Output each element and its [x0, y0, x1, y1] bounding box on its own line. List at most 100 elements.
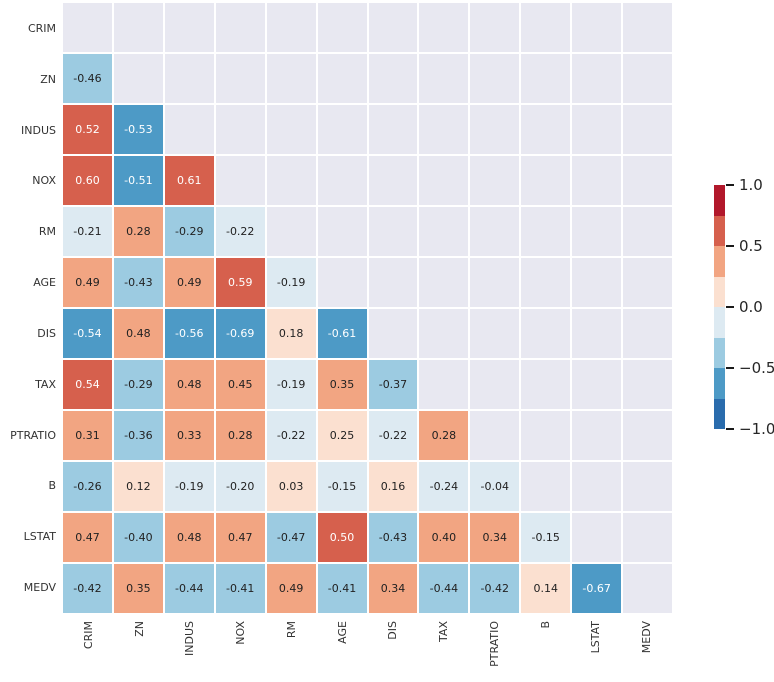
colorbar-segment-7	[714, 398, 725, 429]
masked-cell	[572, 207, 622, 256]
heatmap-cell-tax-nox: 0.45	[215, 360, 265, 409]
heatmap-cell-dis-age: -0.61	[317, 309, 367, 358]
masked-cell	[215, 105, 265, 154]
heatmap-cell-rm-zn: 0.28	[113, 207, 163, 256]
masked-cell	[419, 105, 469, 154]
masked-cell	[266, 105, 316, 154]
y-axis-tick-labels: CRIM ZN INDUS NOX RM AGE DIS TAX PTRATIO B LSTAT ME…	[0, 3, 56, 613]
masked-cell	[470, 54, 520, 103]
masked-cell	[317, 3, 367, 52]
masked-cell	[368, 105, 418, 154]
masked-cell	[113, 54, 163, 103]
masked-cell	[623, 258, 672, 307]
masked-cell	[623, 309, 672, 358]
masked-cell	[623, 105, 672, 154]
colorbar-tick-label: 1.0	[739, 176, 763, 194]
heatmap-cell-ptratio-nox: 0.28	[215, 411, 265, 460]
x-tick-slot: AGE	[317, 621, 368, 681]
heatmap-cell-lstat-b: -0.15	[521, 513, 571, 562]
colorbar-segment-3	[714, 276, 725, 307]
masked-cell	[521, 3, 571, 52]
masked-cell	[521, 360, 571, 409]
masked-cell	[317, 156, 367, 205]
heatmap-cell-medv-age: -0.41	[317, 564, 367, 613]
colorbar-tick-mark	[726, 184, 734, 186]
y-tick-label-tax: TAX	[35, 377, 56, 391]
masked-cell	[470, 207, 520, 256]
heatmap-cell-b-ptratio: -0.04	[470, 462, 520, 511]
heatmap-cell-age-crim: 0.49	[63, 258, 112, 307]
heatmap-cell-tax-crim: 0.54	[63, 360, 112, 409]
masked-cell	[368, 54, 418, 103]
heatmap-cell-tax-dis: -0.37	[368, 360, 418, 409]
heatmap-cell-ptratio-dis: -0.22	[368, 411, 418, 460]
masked-cell	[521, 156, 571, 205]
masked-cell	[572, 258, 622, 307]
colorbar-tick-label: 0.0	[739, 298, 763, 316]
masked-cell	[164, 54, 214, 103]
colorbar-tick-label: −0.5	[739, 359, 774, 377]
colorbar-tick-label: 0.5	[739, 237, 763, 255]
heatmap-cell-b-age: -0.15	[317, 462, 367, 511]
y-tick-label-indus: INDUS	[21, 123, 56, 137]
masked-cell	[470, 411, 520, 460]
y-tick-label-dis: DIS	[37, 326, 56, 340]
masked-cell	[572, 309, 622, 358]
masked-cell	[368, 309, 418, 358]
x-tick-label-indus: INDUS	[183, 621, 197, 656]
masked-cell	[266, 3, 316, 52]
masked-cell	[623, 156, 672, 205]
masked-cell	[572, 3, 622, 52]
masked-cell	[572, 513, 622, 562]
masked-cell	[470, 258, 520, 307]
masked-cell	[521, 54, 571, 103]
heatmap-cell-rm-nox: -0.22	[215, 207, 265, 256]
heatmap-cell-lstat-nox: 0.47	[215, 513, 265, 562]
x-tick-label-rm: RM	[284, 621, 298, 639]
y-tick-label-nox: NOX	[32, 174, 56, 188]
x-tick-slot: NOX	[215, 621, 266, 681]
masked-cell	[623, 3, 672, 52]
colorbar-segment-4	[714, 307, 725, 338]
masked-cell	[572, 462, 622, 511]
masked-cell	[368, 3, 418, 52]
heatmap-cell-ptratio-zn: -0.36	[113, 411, 163, 460]
heatmap-cell-b-rm: 0.03	[266, 462, 316, 511]
y-tick-label-ptratio: PTRATIO	[10, 428, 56, 442]
x-tick-slot: LSTAT	[571, 621, 622, 681]
heatmap-cell-ptratio-age: 0.25	[317, 411, 367, 460]
heatmap-cell-b-indus: -0.19	[164, 462, 214, 511]
heatmap-cell-age-indus: 0.49	[164, 258, 214, 307]
heatmap-cell-tax-rm: -0.19	[266, 360, 316, 409]
masked-cell	[215, 156, 265, 205]
y-tick-label-lstat: LSTAT	[23, 530, 56, 544]
masked-cell	[419, 360, 469, 409]
heatmap-cell-lstat-rm: -0.47	[266, 513, 316, 562]
colorbar-segment-0	[714, 185, 725, 216]
x-tick-label-age: AGE	[335, 621, 349, 644]
heatmap-cell-b-zn: 0.12	[113, 462, 163, 511]
heatmap-cell-rm-crim: -0.21	[63, 207, 112, 256]
heatmap-cell-indus-crim: 0.52	[63, 105, 112, 154]
heatmap-cell-medv-tax: -0.44	[419, 564, 469, 613]
y-tick-label-rm: RM	[38, 225, 56, 239]
heatmap-cell-medv-nox: -0.41	[215, 564, 265, 613]
masked-cell	[572, 156, 622, 205]
x-tick-slot: CRIM	[63, 621, 114, 681]
masked-cell	[470, 309, 520, 358]
x-tick-label-zn: ZN	[132, 621, 146, 637]
heatmap-cell-age-rm: -0.19	[266, 258, 316, 307]
masked-cell	[419, 258, 469, 307]
masked-cell	[470, 3, 520, 52]
heatmap-cell-ptratio-tax: 0.28	[419, 411, 469, 460]
masked-cell	[317, 54, 367, 103]
colorbar-tick-mark	[726, 428, 734, 430]
heatmap-cell-lstat-zn: -0.40	[113, 513, 163, 562]
heatmap-cell-ptratio-rm: -0.22	[266, 411, 316, 460]
x-tick-slot: TAX	[418, 621, 469, 681]
masked-cell	[266, 156, 316, 205]
x-axis-tick-labels: CRIM ZN INDUS NOX RM AGE DIS TAX PTRATIO B LSTAT ME…	[63, 621, 672, 681]
heatmap-cell-dis-zn: 0.48	[113, 309, 163, 358]
heatmap-cell-medv-crim: -0.42	[63, 564, 112, 613]
y-tick-label-age: AGE	[33, 276, 56, 290]
